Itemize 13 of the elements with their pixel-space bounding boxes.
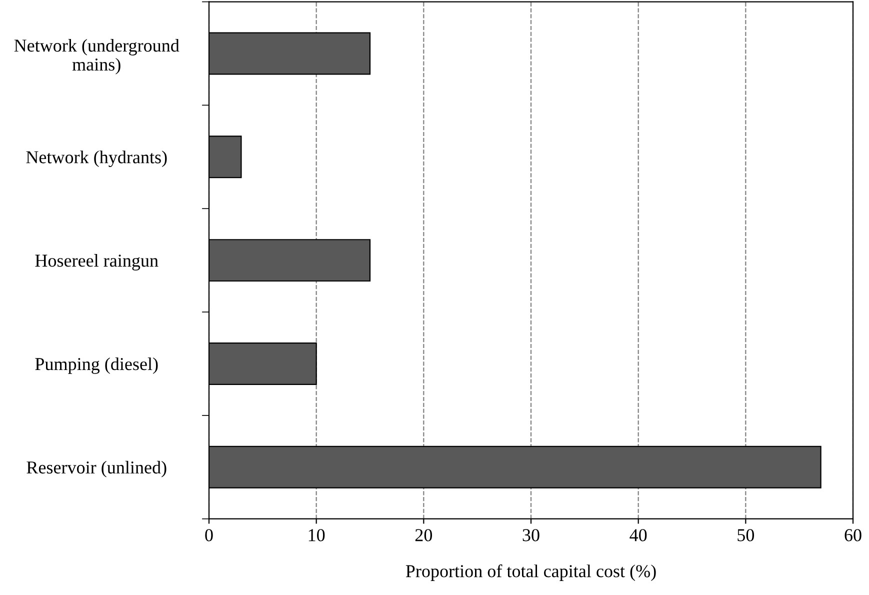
x-axis-title: Proportion of total capital cost (%) (406, 564, 656, 581)
x-tick-label: 50 (738, 529, 754, 542)
x-tick-label: 0 (205, 529, 213, 542)
y-tick-label: Pumping (diesel) (35, 357, 158, 374)
x-tick-label: 30 (522, 529, 540, 542)
x-tick-label: 20 (415, 529, 432, 542)
x-tick-label: 60 (844, 529, 862, 542)
y-tick-label: Hosereel raingun (35, 254, 158, 270)
y-tick-label: Network (underground mains) (14, 39, 180, 74)
x-tick-label: 40 (630, 529, 647, 542)
y-tick-label: Network (hydrants) (26, 150, 167, 168)
y-tick-label: Reservoir (unlined) (26, 460, 166, 478)
x-tick-label: 10 (308, 529, 325, 542)
